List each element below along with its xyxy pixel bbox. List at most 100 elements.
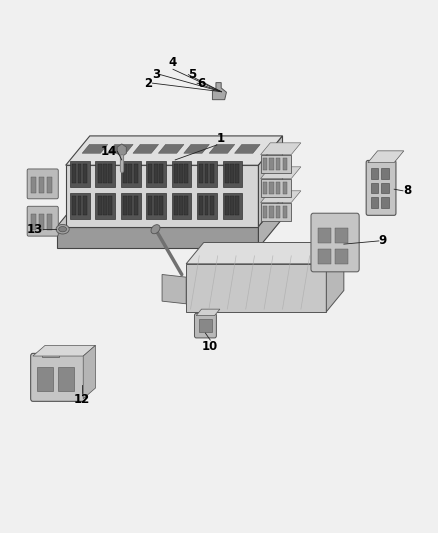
- Bar: [184, 196, 188, 215]
- Polygon shape: [261, 167, 301, 179]
- Polygon shape: [186, 243, 344, 264]
- Bar: [197, 161, 217, 187]
- Bar: [108, 196, 112, 215]
- Polygon shape: [82, 144, 108, 154]
- Bar: [174, 196, 178, 215]
- Bar: [121, 161, 141, 187]
- Bar: [148, 196, 152, 215]
- Bar: [159, 164, 163, 183]
- Bar: [70, 161, 90, 187]
- Bar: [199, 196, 203, 215]
- Bar: [335, 249, 348, 264]
- Bar: [225, 164, 229, 183]
- Bar: [98, 164, 102, 183]
- Bar: [58, 367, 74, 391]
- Text: 4: 4: [169, 56, 177, 69]
- Bar: [83, 164, 87, 183]
- Ellipse shape: [151, 224, 160, 234]
- Text: 8: 8: [403, 184, 411, 197]
- Bar: [230, 196, 234, 215]
- Ellipse shape: [56, 224, 69, 234]
- Bar: [276, 206, 280, 218]
- Polygon shape: [33, 345, 95, 356]
- Bar: [276, 158, 280, 170]
- Bar: [230, 164, 234, 183]
- Bar: [381, 168, 389, 179]
- Bar: [98, 196, 102, 215]
- Text: 3: 3: [152, 68, 160, 81]
- Bar: [146, 193, 166, 219]
- Bar: [123, 196, 127, 215]
- Bar: [283, 182, 287, 194]
- Bar: [335, 228, 348, 243]
- Bar: [148, 164, 152, 183]
- Bar: [263, 206, 267, 218]
- Bar: [159, 196, 163, 215]
- Text: 9: 9: [379, 235, 387, 247]
- Bar: [154, 196, 158, 215]
- Polygon shape: [184, 144, 209, 154]
- Bar: [134, 196, 138, 215]
- Bar: [318, 228, 331, 243]
- Bar: [381, 183, 389, 193]
- Ellipse shape: [59, 227, 67, 232]
- Bar: [261, 155, 291, 173]
- FancyBboxPatch shape: [31, 353, 85, 401]
- Polygon shape: [57, 227, 258, 248]
- Polygon shape: [261, 143, 301, 155]
- Text: 2: 2: [144, 77, 152, 90]
- Text: 12: 12: [74, 393, 90, 406]
- Bar: [95, 193, 115, 219]
- Bar: [184, 164, 188, 183]
- Bar: [39, 214, 44, 230]
- Polygon shape: [66, 165, 258, 227]
- Polygon shape: [209, 144, 235, 154]
- Polygon shape: [83, 345, 95, 399]
- Bar: [154, 164, 158, 183]
- Bar: [174, 164, 178, 183]
- Bar: [371, 197, 378, 208]
- FancyBboxPatch shape: [311, 213, 359, 272]
- FancyBboxPatch shape: [27, 206, 58, 236]
- Bar: [381, 197, 389, 208]
- Polygon shape: [162, 274, 186, 304]
- Bar: [269, 206, 274, 218]
- Bar: [72, 164, 76, 183]
- Bar: [179, 196, 183, 215]
- Bar: [31, 177, 36, 193]
- Text: 5: 5: [188, 68, 197, 81]
- Bar: [225, 196, 229, 215]
- Polygon shape: [107, 144, 133, 154]
- FancyBboxPatch shape: [366, 160, 396, 215]
- Bar: [235, 164, 239, 183]
- Bar: [179, 164, 183, 183]
- Polygon shape: [212, 83, 226, 100]
- Bar: [261, 203, 291, 221]
- Bar: [205, 164, 208, 183]
- Bar: [134, 164, 138, 183]
- Bar: [199, 319, 212, 332]
- Bar: [199, 164, 203, 183]
- Bar: [371, 168, 378, 179]
- FancyBboxPatch shape: [194, 313, 216, 338]
- Bar: [37, 367, 53, 391]
- Bar: [318, 249, 331, 264]
- Polygon shape: [258, 136, 283, 227]
- Polygon shape: [159, 144, 184, 154]
- Bar: [172, 161, 191, 187]
- Bar: [283, 206, 287, 218]
- Text: 13: 13: [27, 223, 43, 236]
- Bar: [95, 161, 115, 187]
- Bar: [103, 196, 107, 215]
- Bar: [42, 348, 59, 357]
- Bar: [128, 164, 132, 183]
- Bar: [172, 193, 191, 219]
- Polygon shape: [326, 243, 344, 312]
- Bar: [72, 196, 76, 215]
- Bar: [210, 196, 214, 215]
- Bar: [78, 196, 81, 215]
- Bar: [47, 214, 52, 230]
- Bar: [269, 158, 274, 170]
- Bar: [47, 177, 52, 193]
- Bar: [269, 182, 274, 194]
